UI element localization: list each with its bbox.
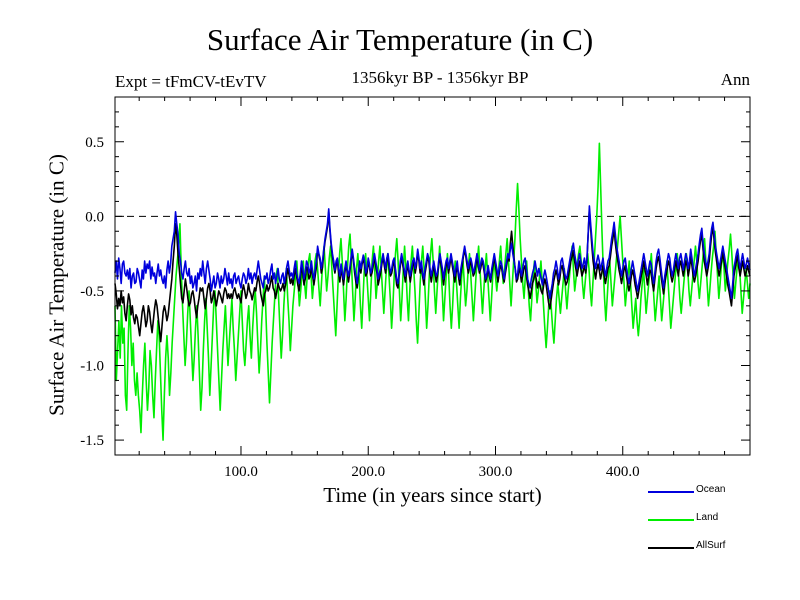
legend-item-land: Land: [648, 511, 758, 531]
x-tick-label: 300.0: [479, 464, 513, 480]
legend-swatch-ocean: [648, 491, 694, 493]
series-line-land: [114, 142, 751, 441]
axis-layer: 100.0 200.0 300.0 400.0 -1.5 -1.0 -0.5 0.0 0.5: [80, 97, 750, 480]
legend-label-allsurf: AllSurf: [696, 540, 726, 551]
y-axis-title: Surface Air Temperature (in C): [44, 154, 69, 416]
y-tick-label: -1.5: [80, 433, 104, 449]
y-tick-label: 0.5: [85, 135, 104, 151]
chart-title: Surface Air Temperature (in C): [206, 22, 594, 57]
series-layer: [114, 142, 751, 441]
experiment-label: Expt = tFmCV-tEvTV: [115, 72, 267, 91]
legend-label-land: Land: [696, 512, 719, 523]
y-tick-label: -1.0: [80, 359, 104, 375]
period-label: 1356kyr BP - 1356kyr BP: [351, 68, 529, 87]
x-tick-label: 400.0: [606, 464, 640, 480]
x-tick-label: 200.0: [351, 464, 385, 480]
legend-swatch-land: [648, 519, 694, 521]
x-tick-label: 100.0: [224, 464, 258, 480]
season-label: Ann: [720, 70, 750, 89]
y-tick-label: 0.0: [85, 209, 104, 225]
legend-label-ocean: Ocean: [696, 484, 726, 495]
legend-item-ocean: Ocean: [648, 483, 758, 503]
legend-item-allsurf: AllSurf: [648, 539, 758, 559]
legend-swatch-allsurf: [648, 547, 694, 549]
y-tick-label: -0.5: [80, 284, 104, 300]
x-axis-title: Time (in years since start): [323, 483, 542, 507]
series-line-ocean: [114, 205, 751, 300]
